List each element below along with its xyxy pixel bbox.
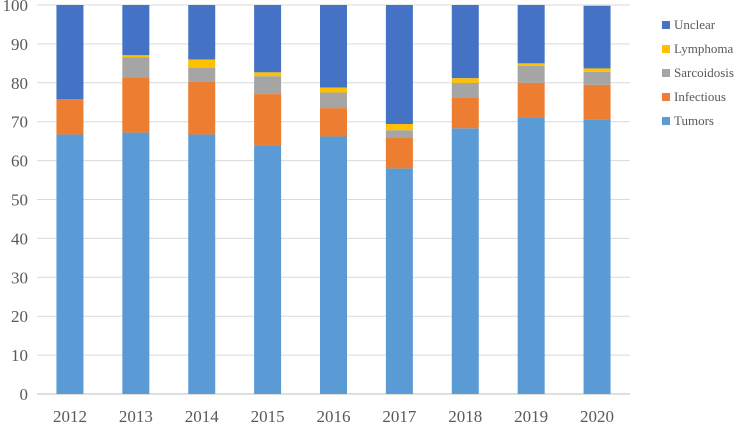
bar-segment-tumors-2019 xyxy=(517,117,545,395)
x-tick-label: 2012 xyxy=(53,407,87,424)
bar-segment-tumors-2015 xyxy=(254,145,282,394)
y-axis: 0 10 20 30 40 50 60 70 80 90 100 xyxy=(3,0,29,404)
legend-label-lymphoma: Lymphoma xyxy=(674,41,733,56)
bar-segment-tumors-2013 xyxy=(122,132,150,395)
legend-label-unclear: Unclear xyxy=(674,17,716,32)
bar-segment-tumors-2014 xyxy=(188,134,216,395)
legend-label-sarcoidosis: Sarcoidosis xyxy=(674,65,734,80)
legend-swatch-sarcoidosis xyxy=(662,69,670,77)
legend-swatch-unclear xyxy=(662,21,670,29)
bar-segment-tumors-2018 xyxy=(451,128,479,395)
y-tick-label: 60 xyxy=(11,152,28,171)
bar-segment-lymphoma-2013 xyxy=(122,55,150,58)
legend-label-tumors: Tumors xyxy=(674,113,714,128)
bars xyxy=(56,5,611,395)
bar-segment-tumors-2012 xyxy=(56,134,84,395)
y-tick-label: 0 xyxy=(20,385,29,404)
x-tick-label: 2015 xyxy=(251,407,285,424)
x-tick-label: 2020 xyxy=(580,407,614,424)
y-tick-label: 100 xyxy=(3,0,29,15)
x-tick-label: 2014 xyxy=(185,407,220,424)
bar-segment-infectious-2019 xyxy=(517,82,545,118)
y-tick-label: 90 xyxy=(11,35,28,54)
y-tick-label: 10 xyxy=(11,346,28,365)
bar-segment-sarcoidosis-2015 xyxy=(254,76,282,95)
bar-segment-unclear-2017 xyxy=(385,5,413,125)
bar-segment-unclear-2020 xyxy=(583,5,611,69)
bar-segment-lymphoma-2018 xyxy=(451,78,479,83)
x-tick-label: 2016 xyxy=(317,407,351,424)
bar-segment-unclear-2019 xyxy=(517,5,545,64)
legend: Unclear Lymphoma Sarcoidosis Infectious Tumo… xyxy=(662,17,734,128)
bar-segment-unclear-2013 xyxy=(122,5,150,56)
bar-segment-infectious-2013 xyxy=(122,77,150,133)
bar-segment-unclear-2014 xyxy=(188,5,216,60)
bar-segment-sarcoidosis-2018 xyxy=(451,82,479,98)
legend-swatch-infectious xyxy=(662,93,670,101)
y-tick-label: 20 xyxy=(11,307,28,326)
y-tick-label: 40 xyxy=(11,229,28,248)
bar-segment-tumors-2017 xyxy=(385,168,413,394)
bar-segment-infectious-2018 xyxy=(451,97,479,129)
y-tick-label: 80 xyxy=(11,74,28,93)
bar-segment-lymphoma-2020 xyxy=(583,68,611,72)
bar-segment-infectious-2014 xyxy=(188,81,216,135)
y-tick-label: 70 xyxy=(11,113,28,132)
x-tick-label: 2019 xyxy=(514,407,548,424)
bar-segment-lymphoma-2016 xyxy=(320,87,347,93)
bar-segment-infectious-2020 xyxy=(583,84,611,120)
bar-segment-sarcoidosis-2016 xyxy=(320,92,347,109)
bar-segment-infectious-2015 xyxy=(254,94,282,146)
bar-segment-infectious-2016 xyxy=(320,108,347,137)
bar-segment-unclear-2012 xyxy=(56,5,84,100)
x-axis: 2012 2013 2014 2015 2016 2017 2018 2019 2020 xyxy=(53,407,614,424)
x-tick-label: 2013 xyxy=(119,407,153,424)
bar-segment-infectious-2017 xyxy=(385,138,413,169)
bar-segment-infectious-2012 xyxy=(56,99,84,135)
bar-segment-lymphoma-2017 xyxy=(385,124,413,131)
bar-segment-tumors-2020 xyxy=(583,119,611,394)
y-tick-label: 50 xyxy=(11,191,28,210)
bar-segment-unclear-2018 xyxy=(451,5,479,79)
y-tick-label: 30 xyxy=(11,268,28,287)
bar-segment-unclear-2015 xyxy=(254,5,282,73)
x-tick-label: 2018 xyxy=(448,407,482,424)
bar-segment-sarcoidosis-2013 xyxy=(122,57,150,78)
legend-swatch-lymphoma xyxy=(662,45,670,53)
legend-swatch-tumors xyxy=(662,117,670,125)
bar-segment-unclear-2016 xyxy=(320,5,347,88)
bar-segment-lymphoma-2019 xyxy=(517,63,545,66)
bar-segment-sarcoidosis-2017 xyxy=(385,130,413,139)
legend-label-infectious: Infectious xyxy=(674,89,726,104)
bar-segment-sarcoidosis-2019 xyxy=(517,65,545,83)
bar-segment-sarcoidosis-2014 xyxy=(188,67,216,82)
bar-segment-tumors-2016 xyxy=(320,136,347,394)
bar-segment-lymphoma-2014 xyxy=(188,59,216,68)
bar-segment-sarcoidosis-2020 xyxy=(583,71,611,85)
bar-segment-lymphoma-2015 xyxy=(254,72,282,77)
x-tick-label: 2017 xyxy=(382,407,417,424)
